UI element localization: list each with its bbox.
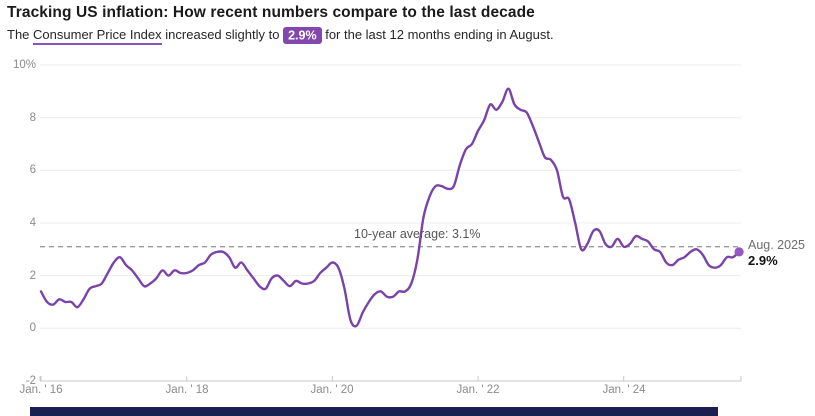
endpoint-dot [734,247,744,257]
subtitle-middle: increased slightly to [165,27,280,42]
y-tick-label: 0 [29,322,36,334]
cpi-value-badge: 2.9% [283,26,322,44]
x-tick-label: Jan. ' 22 [456,384,500,396]
y-tick-label: 6 [29,164,36,176]
y-tick-label: 10% [12,59,36,71]
consumer-price-index-link[interactable]: Consumer Price Index [33,27,162,45]
y-tick-label: 8 [29,112,36,124]
subtitle-prefix: The [7,27,30,42]
bottom-navy-bar [30,407,718,416]
y-tick-label: 4 [29,217,36,229]
average-line-label: 10-year average: 3.1% [354,227,481,241]
cpi-line-series [39,87,741,328]
x-tick-label: Jan. ' 16 [19,384,63,396]
chart-subtitle: The Consumer Price Index increased sligh… [7,26,554,45]
y-tick-label: -2 [25,375,36,387]
x-tick-label: Jan. ' 20 [310,384,354,396]
page-title: Tracking US inflation: How recent number… [7,4,535,21]
endpoint-date-label: Aug. 2025 [748,238,805,252]
x-tick-label: Jan. ' 18 [165,384,209,396]
x-tick-label: Jan. ' 24 [602,384,646,396]
subtitle-suffix: for the last 12 months ending in August. [325,27,554,42]
endpoint-value-label: 2.9% [748,253,778,268]
y-tick-label: 2 [29,270,36,282]
